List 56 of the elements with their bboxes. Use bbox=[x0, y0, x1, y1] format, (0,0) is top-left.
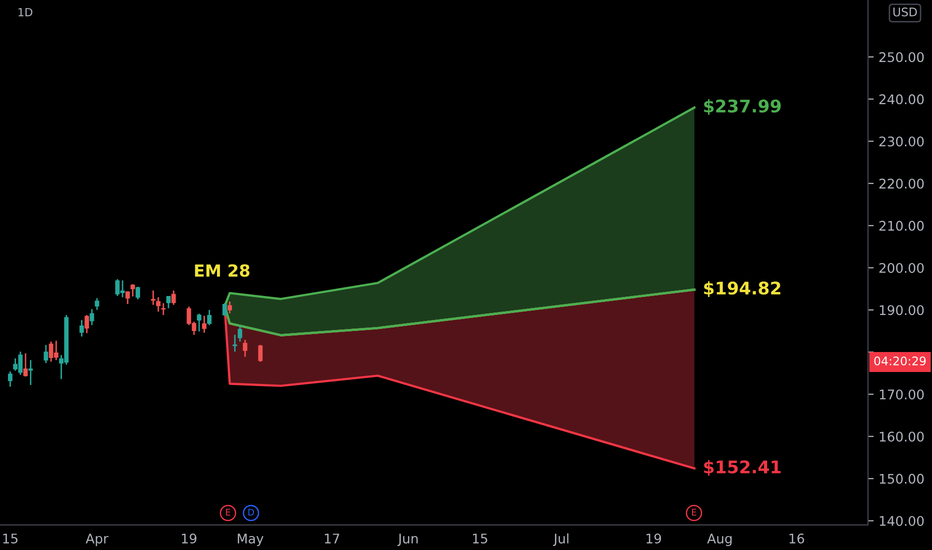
candlestick bbox=[196, 313, 202, 332]
candlestick bbox=[161, 302, 166, 316]
candlestick bbox=[28, 359, 33, 386]
candlestick bbox=[136, 286, 140, 300]
candlestick bbox=[232, 334, 238, 352]
x-tick-label: 15 bbox=[3, 534, 18, 544]
y-tick-label: 250.00 bbox=[879, 52, 924, 62]
x-tick-label: Apr bbox=[86, 534, 108, 546]
text: USD bbox=[893, 7, 917, 16]
candlestick bbox=[84, 314, 90, 334]
candlestick bbox=[125, 290, 130, 305]
candlestick bbox=[222, 302, 227, 317]
candlestick bbox=[79, 319, 84, 338]
y-tick-label: 160.00 bbox=[880, 432, 924, 442]
text: 04:20:29 bbox=[874, 356, 926, 366]
x-tick-label: Jun bbox=[397, 534, 418, 546]
x-tick-label: 19 bbox=[182, 534, 196, 544]
y-tick-label: 140.00 bbox=[880, 516, 924, 526]
candlestick bbox=[90, 308, 94, 326]
x-tick-label: 16 bbox=[790, 534, 804, 544]
candlestick bbox=[94, 297, 100, 311]
candlestick bbox=[258, 344, 263, 362]
x-tick-label: 19 bbox=[646, 534, 662, 544]
candlestick bbox=[207, 309, 212, 326]
y-tick-label: 200.00 bbox=[879, 262, 924, 273]
text: 1D bbox=[18, 8, 32, 16]
annotation: E bbox=[692, 508, 696, 516]
candlestick bbox=[228, 300, 232, 314]
x-tick-label: 17 bbox=[324, 534, 340, 544]
candlestick bbox=[23, 352, 28, 378]
y-tick-label: 150.00 bbox=[880, 474, 924, 484]
y-tick-label: 220.00 bbox=[879, 178, 924, 189]
candlestick bbox=[8, 370, 12, 388]
candlestick bbox=[130, 284, 135, 298]
x-tick-label: Jul bbox=[553, 533, 568, 546]
x-tick-label: Aug bbox=[707, 534, 732, 546]
annotation: D bbox=[248, 508, 254, 516]
y-tick-label: 170.00 bbox=[880, 389, 924, 400]
candlestick bbox=[150, 290, 156, 306]
candlestick bbox=[202, 315, 206, 334]
annotation: $152.41 bbox=[704, 460, 781, 476]
annotation: $237.99 bbox=[704, 99, 781, 115]
annotation: $194.82 bbox=[704, 281, 780, 297]
x-tick-label: May bbox=[238, 534, 264, 546]
x-tick-label: 15 bbox=[473, 534, 488, 544]
candlestick bbox=[156, 296, 160, 312]
candlestick bbox=[166, 295, 171, 309]
annotation: E bbox=[226, 508, 230, 516]
candlestick bbox=[171, 290, 176, 306]
y-tick-label: 240.00 bbox=[879, 94, 924, 104]
y-tick-label: 190.00 bbox=[880, 305, 924, 316]
y-tick-label: 210.00 bbox=[879, 220, 924, 231]
candlestick bbox=[44, 344, 48, 364]
y-tick-label: 230.00 bbox=[879, 136, 924, 146]
annotation: EM 28 bbox=[195, 264, 250, 277]
candlestick bbox=[242, 339, 248, 358]
